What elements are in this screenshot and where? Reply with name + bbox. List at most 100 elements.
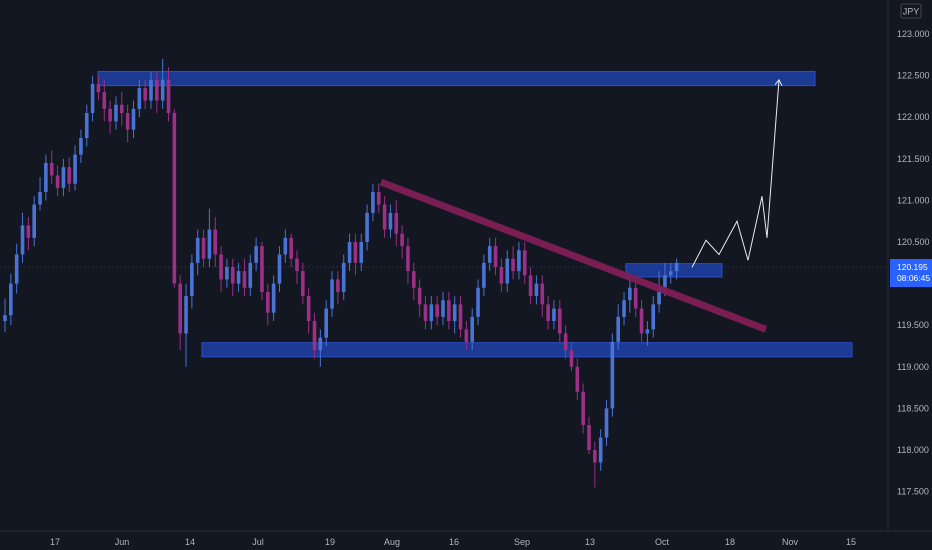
candle xyxy=(84,104,89,147)
candle xyxy=(178,275,182,351)
candle xyxy=(569,341,574,371)
candle-body xyxy=(213,229,218,255)
candle xyxy=(499,258,504,292)
candle-body xyxy=(114,104,118,122)
candle-body xyxy=(371,192,375,213)
currency-label: JPY xyxy=(903,7,920,17)
x-tick-label: Sep xyxy=(514,537,530,547)
candle xyxy=(616,304,620,351)
candle-body xyxy=(125,113,130,130)
candle xyxy=(49,150,54,184)
descending-trendline[interactable] xyxy=(379,178,768,333)
candle-body xyxy=(412,271,416,288)
candle-body xyxy=(359,242,364,263)
x-tick-label: Oct xyxy=(655,537,670,547)
candle xyxy=(581,383,585,434)
candle xyxy=(102,79,107,122)
candle-body xyxy=(230,266,235,284)
candle-body xyxy=(376,192,381,205)
currency-box[interactable] xyxy=(900,3,922,19)
upper-resistance-zone[interactable] xyxy=(97,70,816,87)
candle xyxy=(347,233,352,272)
y-tick-label: 119.000 xyxy=(897,362,929,372)
candle xyxy=(230,258,235,297)
current-price-value: 120.195 xyxy=(897,262,928,272)
lower-support-zone[interactable] xyxy=(201,342,853,358)
candle-body xyxy=(476,287,480,317)
candle-body xyxy=(120,104,124,114)
candle-body xyxy=(324,308,328,338)
candle-body xyxy=(172,113,177,284)
candle xyxy=(511,246,515,280)
projection-path[interactable] xyxy=(691,79,780,268)
candle-body xyxy=(487,246,492,263)
candles-layer xyxy=(3,58,679,488)
y-tick-label: 117.500 xyxy=(897,487,929,497)
y-tick-label: 120.500 xyxy=(897,237,930,247)
candle-body xyxy=(271,283,276,313)
candle xyxy=(254,237,258,272)
candle xyxy=(295,250,299,284)
candle-body xyxy=(330,279,334,309)
candle-body xyxy=(207,229,212,259)
candle-body xyxy=(160,79,165,101)
candle xyxy=(441,291,445,326)
candle xyxy=(260,242,264,301)
candle-body xyxy=(79,138,83,155)
candle-body xyxy=(277,254,282,284)
candle-body xyxy=(645,329,650,334)
candle xyxy=(219,246,223,292)
candle xyxy=(540,275,545,317)
candle xyxy=(593,441,597,488)
candle xyxy=(131,100,136,138)
candle-body xyxy=(517,250,521,272)
candle xyxy=(61,158,66,197)
candle xyxy=(108,100,112,134)
candle-body xyxy=(581,391,585,426)
candle-body xyxy=(318,337,323,351)
candle-body xyxy=(622,300,626,317)
candle-body xyxy=(470,316,474,342)
countdown-timer: 08:06:45 xyxy=(897,273,930,283)
candle-body xyxy=(236,271,241,284)
zones-layer xyxy=(97,70,853,358)
candle-body xyxy=(534,283,539,297)
x-tick-label: 16 xyxy=(449,537,459,547)
price-axis[interactable]: JPY 123.000 122.500 122.000 121.500 121.000 1… xyxy=(887,0,932,531)
candle-body xyxy=(400,233,404,247)
candle xyxy=(149,71,153,109)
candle-body xyxy=(347,242,352,263)
candle xyxy=(324,300,328,346)
trendline-layer xyxy=(379,178,768,333)
candle-body xyxy=(447,300,451,322)
candle-body xyxy=(452,304,457,322)
candle xyxy=(394,200,399,247)
candle-body xyxy=(639,308,644,334)
y-tick-label: 123.000 xyxy=(897,29,930,39)
candle-body xyxy=(301,271,305,297)
candle-body xyxy=(254,246,258,263)
breakout-retest-zone[interactable] xyxy=(625,263,723,278)
candle-body xyxy=(668,271,673,276)
candle-body xyxy=(505,258,510,284)
candle-body xyxy=(149,79,153,101)
candle-body xyxy=(511,258,515,272)
candle xyxy=(301,262,305,305)
candle-body xyxy=(493,246,498,267)
candle-body xyxy=(616,316,620,342)
x-tick-label: 14 xyxy=(185,537,195,547)
candle-body xyxy=(14,254,19,284)
y-tick-label: 118.000 xyxy=(897,445,929,455)
candle-body xyxy=(458,304,463,330)
candle xyxy=(365,204,369,251)
candle xyxy=(552,300,556,330)
candle xyxy=(160,58,165,109)
candle-body xyxy=(184,296,188,334)
candle xyxy=(155,71,159,114)
candle-body xyxy=(522,250,527,276)
candle xyxy=(120,92,124,126)
y-tick-label: 118.500 xyxy=(897,403,929,413)
candle xyxy=(493,237,498,276)
time-axis[interactable]: 17 Jun 14 Jul 19 Aug 16 Sep 13 Oct 18 Nov 15 xyxy=(0,530,932,547)
